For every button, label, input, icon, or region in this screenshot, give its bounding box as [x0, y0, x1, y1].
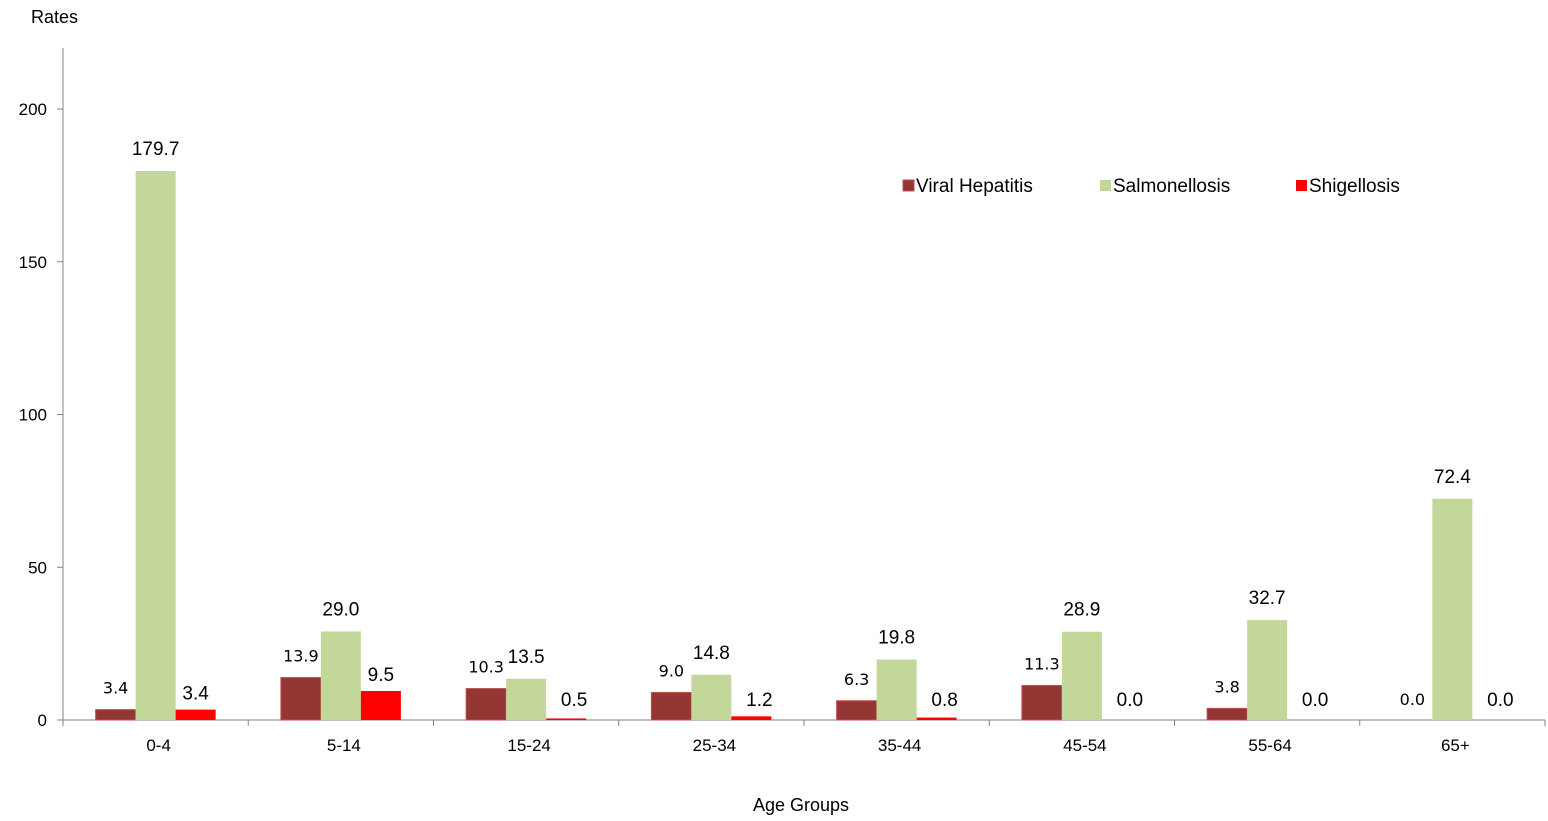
- bar-viral-hepatitis: [651, 693, 691, 720]
- legend-item: Viral Hepatitis: [903, 176, 1033, 197]
- data-label-shigellosis: 0.5: [561, 690, 587, 711]
- data-label-shigellosis: 0.0: [1117, 690, 1143, 711]
- x-tick-label: 25-34: [693, 736, 736, 755]
- x-tick-label: 15-24: [507, 736, 550, 755]
- bar-shigellosis: [546, 718, 586, 720]
- data-label-salmonellosis: 13.5: [508, 647, 545, 668]
- data-label-viral-hepatitis: 11.3: [1024, 654, 1060, 673]
- bar-shigellosis: [731, 716, 771, 720]
- data-label-salmonellosis: 32.7: [1249, 588, 1286, 609]
- data-label-salmonellosis: 72.4: [1434, 467, 1471, 488]
- data-label-shigellosis: 9.5: [368, 665, 394, 686]
- bar-shigellosis: [917, 718, 957, 720]
- data-label-salmonellosis: 19.8: [878, 628, 915, 649]
- legend-swatch: [1296, 180, 1307, 191]
- bar-salmonellosis: [321, 631, 361, 720]
- x-tick-label: 5-14: [327, 736, 361, 755]
- legend-label: Shigellosis: [1309, 176, 1400, 197]
- bar-viral-hepatitis: [466, 689, 506, 720]
- y-tick-label: 50: [28, 558, 47, 577]
- data-label-salmonellosis: 179.7: [132, 139, 180, 160]
- legend-swatch: [903, 180, 914, 191]
- data-label-viral-hepatitis: 6.3: [844, 670, 869, 689]
- bar-salmonellosis: [877, 660, 917, 720]
- data-labels: 3.4 13.9 10.3 9.0 6.3 11.3 3.8 0.0 179.7 29.0 13.5…: [103, 139, 1514, 711]
- y-axis: 0 50 100 150 200: [19, 48, 63, 730]
- data-label-viral-hepatitis: 9.0: [659, 662, 684, 681]
- data-label-shigellosis: 0.8: [931, 690, 957, 711]
- x-axis: 0-4 5-14 15-24 25-34 35-44 45-54 55-64 65+: [63, 720, 1545, 755]
- bar-shigellosis: [176, 710, 216, 720]
- bar-viral-hepatitis: [1207, 708, 1247, 720]
- legend-swatch: [1100, 180, 1111, 191]
- legend-label: Viral Hepatitis: [916, 176, 1033, 197]
- bar-salmonellosis: [691, 675, 731, 720]
- data-label-salmonellosis: 28.9: [1063, 600, 1100, 621]
- bar-viral-hepatitis: [96, 710, 136, 720]
- y-axis-title: Rates: [31, 7, 78, 27]
- x-tick-label: 65+: [1441, 736, 1470, 755]
- data-label-viral-hepatitis: 0.0: [1400, 690, 1425, 709]
- legend-label: Salmonellosis: [1113, 176, 1230, 197]
- y-tick-label: 150: [19, 253, 47, 272]
- x-tick-label: 35-44: [878, 736, 921, 755]
- data-label-viral-hepatitis: 3.4: [103, 679, 128, 698]
- bar-salmonellosis: [136, 171, 176, 720]
- x-axis-title: Age Groups: [753, 795, 849, 815]
- legend-item: Shigellosis: [1296, 176, 1400, 197]
- x-tick-label: 45-54: [1063, 736, 1106, 755]
- bar-viral-hepatitis: [1022, 685, 1062, 720]
- data-label-viral-hepatitis: 3.8: [1214, 677, 1239, 696]
- x-tick-label: 55-64: [1248, 736, 1291, 755]
- data-label-shigellosis: 3.4: [182, 684, 209, 705]
- data-label-viral-hepatitis: 13.9: [283, 647, 319, 666]
- y-tick-label: 0: [38, 711, 47, 730]
- bar-salmonellosis: [506, 679, 546, 720]
- bar-viral-hepatitis: [281, 678, 321, 720]
- bars: [96, 171, 1473, 720]
- data-label-shigellosis: 0.0: [1487, 690, 1513, 711]
- bar-viral-hepatitis: [837, 701, 877, 720]
- data-label-salmonellosis: 29.0: [322, 599, 359, 620]
- data-label-salmonellosis: 14.8: [693, 643, 730, 664]
- data-label-viral-hepatitis: 10.3: [468, 658, 504, 677]
- bar-salmonellosis: [1062, 632, 1102, 720]
- y-tick-label: 100: [19, 406, 47, 425]
- x-tick-label: 0-4: [146, 736, 171, 755]
- legend-item: Salmonellosis: [1100, 176, 1230, 197]
- y-tick-label: 200: [19, 100, 47, 119]
- bar-salmonellosis: [1432, 499, 1472, 720]
- data-label-shigellosis: 1.2: [746, 690, 772, 711]
- legend: Viral Hepatitis Salmonellosis Shigellosis: [903, 176, 1400, 197]
- bar-shigellosis: [361, 691, 401, 720]
- bar-salmonellosis: [1247, 620, 1287, 720]
- data-label-shigellosis: 0.0: [1302, 690, 1328, 711]
